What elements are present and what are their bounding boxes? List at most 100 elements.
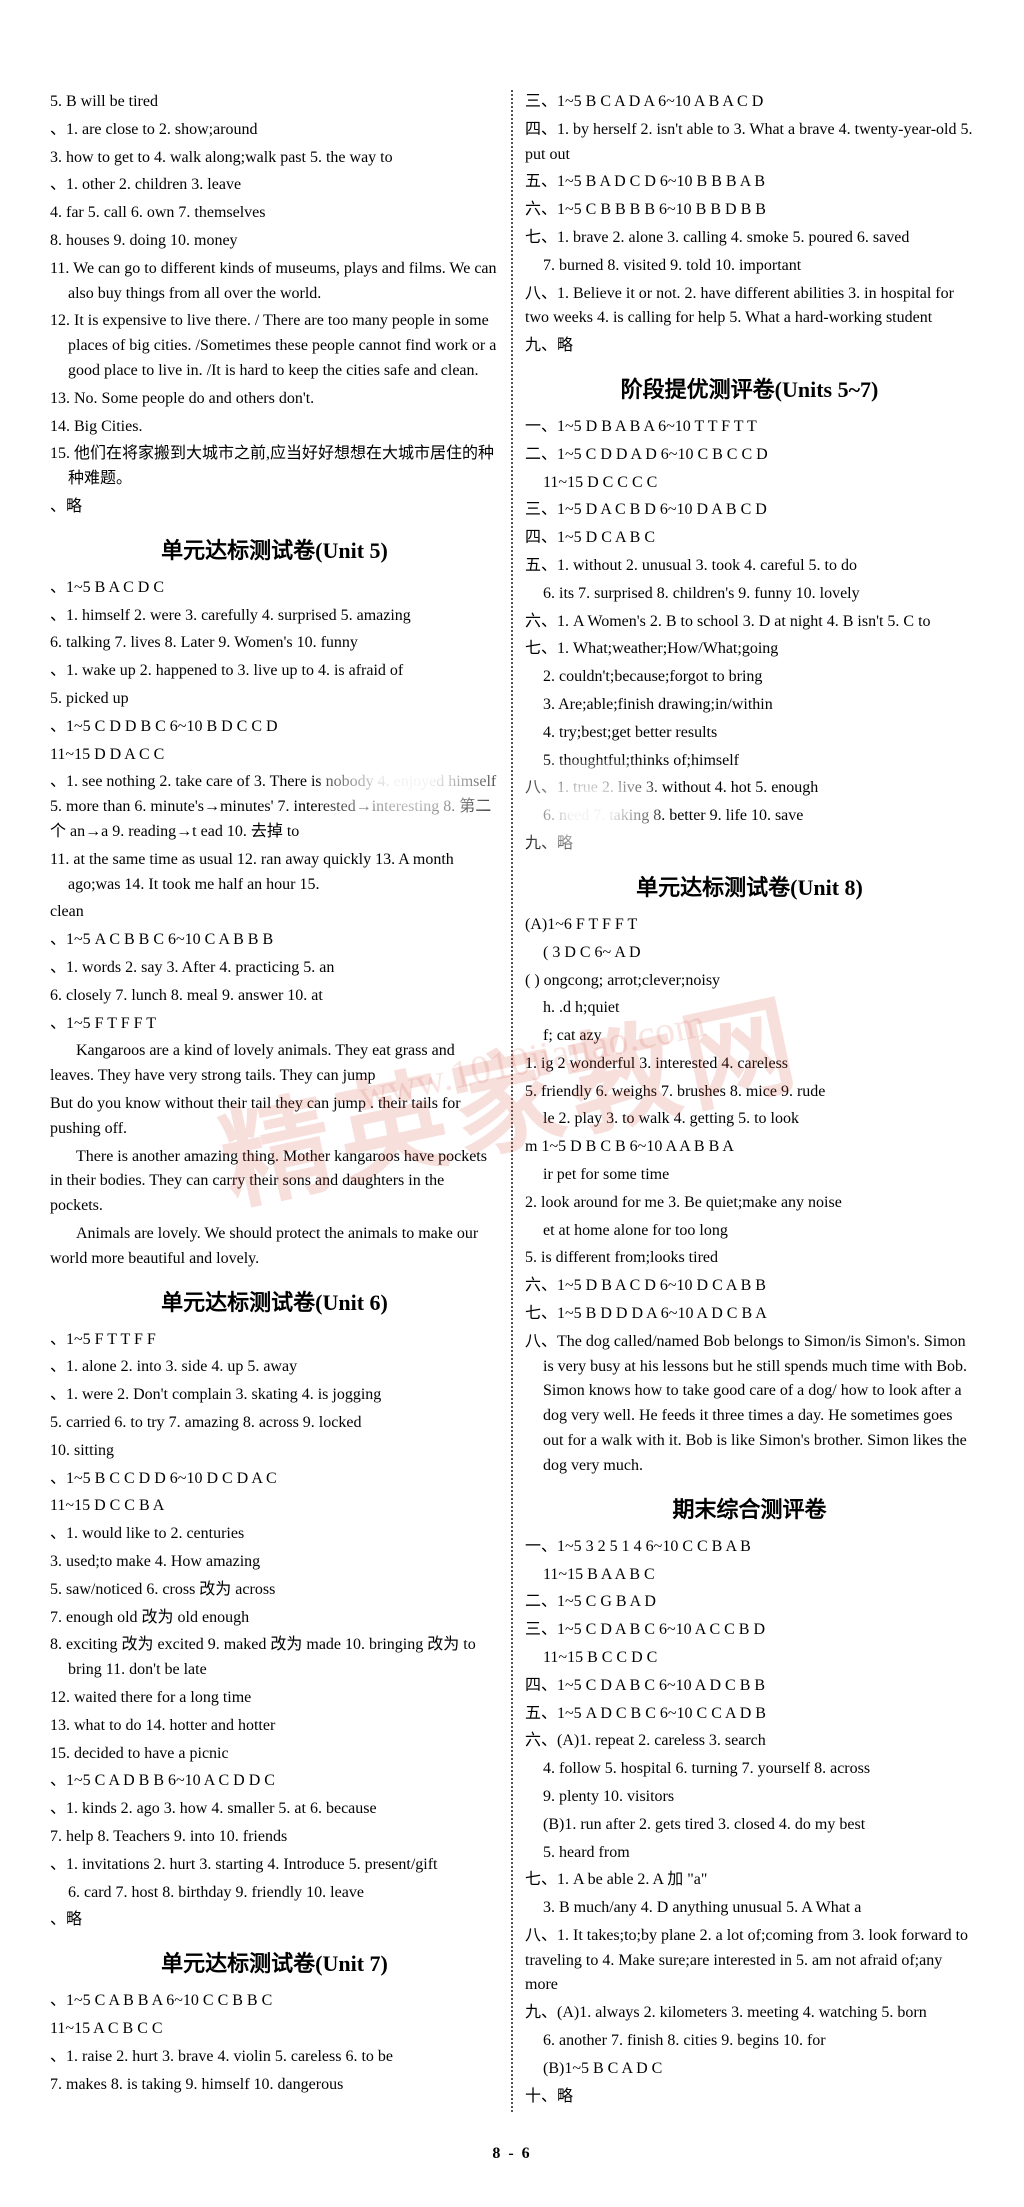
answer-line: 1. ig 2 wonderful 3. interested 4. carel… bbox=[525, 1052, 974, 1077]
answer-line: 12. It is expensive to live there. / The… bbox=[50, 309, 499, 383]
paragraph-text: Animals are lovely. We should protect th… bbox=[50, 1222, 499, 1272]
answer-line: 、1~5 C A D B B 6~10 A C D D C bbox=[50, 1769, 499, 1794]
answer-line: 、1. raise 2. hurt 3. brave 4. violin 5. … bbox=[50, 2045, 499, 2070]
answer-line: 8. houses 9. doing 10. money bbox=[50, 229, 499, 254]
answer-line: 9. plenty 10. visitors bbox=[525, 1785, 974, 1810]
answer-line: 七、1~5 B D D D A 6~10 A D C B A bbox=[525, 1302, 974, 1327]
answer-line: 七、1. What;weather;How/What;going bbox=[525, 637, 974, 662]
answer-line: 11~15 B C C D C bbox=[525, 1646, 974, 1671]
answer-line: 、1. invitations 2. hurt 3. starting 4. I… bbox=[50, 1853, 499, 1878]
answer-line: 5. heard from bbox=[525, 1841, 974, 1866]
answer-line: 七、1. brave 2. alone 3. calling 4. smoke … bbox=[525, 226, 974, 251]
answer-line: 三、1~5 C D A B C 6~10 A C C B D bbox=[525, 1618, 974, 1643]
answer-line: 10. sitting bbox=[50, 1439, 499, 1464]
section-title-unit6: 单元达标测试卷(Unit 6) bbox=[50, 1286, 499, 1320]
answer-line: 12. waited there for a long time bbox=[50, 1686, 499, 1711]
answer-line: 3. used;to make 4. How amazing bbox=[50, 1550, 499, 1575]
answer-line: 四、1. by herself 2. isn't able to 3. What… bbox=[525, 118, 974, 168]
answer-line: ( ) ongcong; arrot;clever;noisy bbox=[525, 969, 974, 994]
section-title-unit5: 单元达标测试卷(Unit 5) bbox=[50, 534, 499, 568]
answer-line: 六、(A)1. repeat 2. careless 3. search bbox=[525, 1729, 974, 1754]
answer-line: 5. thoughtful;thinks of;himself bbox=[525, 749, 974, 774]
answer-line: 、1~5 F T T F F bbox=[50, 1328, 499, 1353]
answer-line: 、1. other 2. children 3. leave bbox=[50, 173, 499, 198]
answer-line: 五、1~5 A D C B C 6~10 C C A D B bbox=[525, 1702, 974, 1727]
answer-line: 、1. see nothing 2. take care of 3. There… bbox=[50, 770, 499, 844]
answer-line: 5. carried 6. to try 7. amazing 8. acros… bbox=[50, 1411, 499, 1436]
answer-line: 、略 bbox=[50, 1908, 499, 1933]
answer-line: 7. makes 8. is taking 9. himself 10. dan… bbox=[50, 2073, 499, 2098]
answer-line: 6. card 7. host 8. birthday 9. friendly … bbox=[50, 1881, 499, 1906]
answer-line: 、1. wake up 2. happened to 3. live up to… bbox=[50, 659, 499, 684]
right-column: 三、1~5 B C A D A 6~10 A B A C D 四、1. by h… bbox=[513, 90, 984, 2112]
answer-line: 6. its 7. surprised 8. children's 9. fun… bbox=[525, 582, 974, 607]
answer-line: 5. B will be tired bbox=[50, 90, 499, 115]
answer-line: 三、1~5 B C A D A 6~10 A B A C D bbox=[525, 90, 974, 115]
answer-line: 八、1. Believe it or not. 2. have differen… bbox=[525, 282, 974, 332]
answer-line: 3. B much/any 4. D anything unusual 5. A… bbox=[525, 1896, 974, 1921]
answer-line: 四、1~5 C D A B C 6~10 A D C B B bbox=[525, 1674, 974, 1699]
answer-line: 九、(A)1. always 2. kilometers 3. meeting … bbox=[525, 2001, 974, 2026]
answer-line: 8. exciting 改为 excited 9. maked 改为 made … bbox=[50, 1633, 499, 1683]
answer-line: 11~15 D C C B A bbox=[50, 1494, 499, 1519]
answer-line: 、1. would like to 2. centuries bbox=[50, 1522, 499, 1547]
answer-line: clean bbox=[50, 900, 499, 925]
answer-line: le 2. play 3. to walk 4. getting 5. to l… bbox=[525, 1107, 974, 1132]
answer-line: 六、1~5 D B A C D 6~10 D C A B B bbox=[525, 1274, 974, 1299]
left-column: 5. B will be tired 、1. are close to 2. s… bbox=[40, 90, 511, 2112]
answer-line: 五、1~5 B A D C D 6~10 B B B A B bbox=[525, 170, 974, 195]
answer-line: 九、略 bbox=[525, 832, 974, 857]
answer-line: (A)1~6 F T F F T bbox=[525, 913, 974, 938]
answer-line: 6. talking 7. lives 8. Later 9. Women's … bbox=[50, 631, 499, 656]
answer-line: 二、1~5 C D D A D 6~10 C B C C D bbox=[525, 443, 974, 468]
answer-line: h. .d h;quiet bbox=[525, 996, 974, 1021]
answer-line: 八、1. true 2. live 3. without 4. hot 5. e… bbox=[525, 776, 974, 801]
answer-line: 、1~5 A C B B C 6~10 C A B B B bbox=[50, 928, 499, 953]
answer-line: 4. follow 5. hospital 6. turning 7. your… bbox=[525, 1757, 974, 1782]
answer-line: 2. look around for me 3. Be quiet;make a… bbox=[525, 1191, 974, 1216]
answer-line: m 1~5 D B C B 6~10 A A B B A bbox=[525, 1135, 974, 1160]
page-number: 8 - 6 bbox=[40, 2142, 984, 2167]
answer-line: 、1~5 B A C D C bbox=[50, 576, 499, 601]
answer-line: 11~15 D D A C C bbox=[50, 743, 499, 768]
answer-line: 11~15 A C B C C bbox=[50, 2017, 499, 2042]
answer-line: 一、1~5 3 2 5 1 4 6~10 C C B A B bbox=[525, 1535, 974, 1560]
answer-line: 二、1~5 C G B A D bbox=[525, 1590, 974, 1615]
answer-line: 、1. himself 2. were 3. carefully 4. surp… bbox=[50, 604, 499, 629]
answer-line: 6. closely 7. lunch 8. meal 9. answer 10… bbox=[50, 984, 499, 1009]
answer-line: ( 3 D C 6~ A D bbox=[525, 941, 974, 966]
answer-line: f; cat azy bbox=[525, 1024, 974, 1049]
section-title-stage: 阶段提优测评卷(Units 5~7) bbox=[525, 373, 974, 407]
answer-line: 九、略 bbox=[525, 334, 974, 359]
section-title-final: 期末综合测评卷 bbox=[525, 1493, 974, 1527]
answer-line: 六、1. A Women's 2. B to school 3. D at ni… bbox=[525, 610, 974, 635]
answer-line: 4. try;best;get better results bbox=[525, 721, 974, 746]
answer-line: 、1~5 B C C D D 6~10 D C D A C bbox=[50, 1467, 499, 1492]
answer-line: 2. couldn't;because;forgot to bring bbox=[525, 665, 974, 690]
paragraph-text: Kangaroos are a kind of lovely animals. … bbox=[50, 1039, 499, 1089]
answer-line: 、1~5 C D D B C 6~10 B D C C D bbox=[50, 715, 499, 740]
answer-line: 5. saw/noticed 6. cross 改为 across bbox=[50, 1578, 499, 1603]
answer-line: 四、1~5 D C A B C bbox=[525, 526, 974, 551]
paragraph-text: 八、The dog called/named Bob belongs to Si… bbox=[525, 1330, 974, 1479]
page-content: 5. B will be tired 、1. are close to 2. s… bbox=[40, 90, 984, 2112]
answer-line: 5. picked up bbox=[50, 687, 499, 712]
answer-line: et at home alone for too long bbox=[525, 1219, 974, 1244]
answer-line: 七、1. A be able 2. A 加 "a" bbox=[525, 1868, 974, 1893]
answer-line: 、1. are close to 2. show;around bbox=[50, 118, 499, 143]
answer-line: 、1. were 2. Don't complain 3. skating 4.… bbox=[50, 1383, 499, 1408]
answer-line: 、1~5 F T F F T bbox=[50, 1012, 499, 1037]
paragraph-text: But do you know without their tail they … bbox=[50, 1092, 499, 1142]
answer-line: 5. is different from;looks tired bbox=[525, 1246, 974, 1271]
answer-line: 、1. words 2. say 3. After 4. practicing … bbox=[50, 956, 499, 981]
answer-line: (B)1. run after 2. gets tired 3. closed … bbox=[525, 1813, 974, 1838]
answer-line: 、略 bbox=[50, 495, 499, 520]
answer-line: (B)1~5 B C A D C bbox=[525, 2057, 974, 2082]
answer-line: 11~15 D C C C C bbox=[525, 471, 974, 496]
paragraph-text: There is another amazing thing. Mother k… bbox=[50, 1145, 499, 1219]
answer-line: 6. another 7. finish 8. cities 9. begins… bbox=[525, 2029, 974, 2054]
answer-line: ir pet for some time bbox=[525, 1163, 974, 1188]
answer-line: 3. how to get to 4. walk along;walk past… bbox=[50, 146, 499, 171]
answer-line: 五、1. without 2. unusual 3. took 4. caref… bbox=[525, 554, 974, 579]
answer-line: 八、1. It takes;to;by plane 2. a lot of;co… bbox=[525, 1924, 974, 1998]
